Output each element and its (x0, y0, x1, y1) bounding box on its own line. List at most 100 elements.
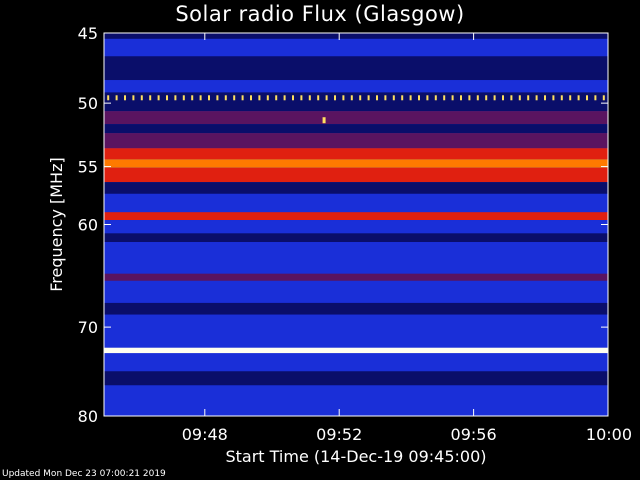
pulse-mark (401, 95, 404, 101)
y-tick-label: 60 (78, 216, 98, 235)
pulse-mark (544, 95, 546, 101)
pulse-mark (376, 95, 378, 101)
pulse-mark (535, 95, 538, 101)
frequency-band (104, 371, 608, 386)
pulse-mark (426, 95, 429, 101)
pulse-mark (502, 95, 504, 101)
pulse-mark (342, 95, 345, 101)
interference-pulse-train (107, 95, 605, 101)
frequency-band (104, 133, 608, 149)
frequency-band (104, 280, 608, 303)
pulse-mark (468, 95, 471, 101)
y-tick-label: 50 (78, 94, 98, 113)
pulse-mark (493, 95, 496, 101)
pulse-mark (594, 95, 597, 101)
pulse-mark (527, 95, 530, 101)
frequency-band (104, 385, 608, 416)
x-axis-ticks: 09:48 09:52 09:56 10:00 (182, 33, 632, 444)
frequency-band (104, 159, 608, 168)
pulse-mark (409, 95, 412, 101)
chart-title: Solar radio Flux (Glasgow) (175, 2, 465, 26)
pulse-mark (174, 95, 177, 101)
pulse-mark (132, 95, 135, 101)
burst-points (322, 117, 326, 124)
pulse-mark (350, 95, 353, 101)
pulse-mark (115, 95, 118, 101)
y-axis-label: Frequency [MHz] (47, 157, 66, 291)
frequency-band (104, 148, 608, 160)
pulse-mark (460, 95, 462, 101)
pulse-mark (392, 95, 395, 101)
pulse-mark (602, 95, 605, 101)
pulse-mark (485, 95, 488, 101)
x-tick-label: 09:56 (451, 425, 497, 444)
pulse-mark (233, 95, 236, 101)
frequency-band (104, 124, 608, 134)
pulse-mark (586, 95, 588, 101)
pulse-mark (275, 95, 278, 101)
x-axis-label: Start Time (14-Dec-19 09:45:00) (225, 447, 486, 466)
pulse-mark (157, 95, 160, 101)
pulse-mark (216, 95, 219, 101)
frequency-band (104, 220, 608, 234)
pulse-mark (317, 95, 320, 101)
pulse-mark (292, 95, 294, 101)
pulse-mark (384, 95, 387, 101)
frequency-band (104, 182, 608, 194)
y-axis-ticks: 45 50 55 60 70 80 (78, 24, 608, 426)
pulse-mark (367, 95, 370, 101)
pulse-mark (418, 95, 420, 101)
frequency-band (104, 167, 608, 183)
pulse-mark (569, 95, 572, 101)
y-tick-label: 45 (78, 24, 98, 43)
pulse-mark (325, 95, 328, 101)
pulse-mark (451, 95, 454, 101)
x-tick-label: 10:00 (586, 425, 632, 444)
frequency-band (104, 273, 608, 281)
pulse-mark (224, 95, 227, 101)
x-tick-label: 09:52 (316, 425, 362, 444)
frequency-band (104, 111, 608, 125)
pulse-mark (241, 95, 244, 101)
pulse-mark (250, 95, 252, 101)
pulse-mark (560, 95, 563, 101)
pulse-mark (476, 95, 479, 101)
pulse-mark (258, 95, 261, 101)
pulse-mark (182, 95, 185, 101)
pulse-mark (308, 95, 311, 101)
frequency-band (104, 38, 608, 57)
y-tick-label: 55 (78, 158, 98, 177)
frequency-band (104, 314, 608, 348)
spectrogram-bands (104, 33, 608, 416)
pulse-mark (191, 95, 194, 101)
x-tick-label: 09:48 (182, 425, 228, 444)
pulse-mark (124, 95, 126, 101)
pulse-mark (199, 95, 202, 101)
frequency-band (104, 347, 608, 354)
y-tick-label: 80 (78, 407, 98, 426)
frequency-band (104, 33, 608, 39)
frequency-band (104, 56, 608, 81)
frequency-band (104, 80, 608, 93)
burst-point (322, 117, 326, 124)
pulse-mark (208, 95, 210, 101)
pulse-mark (434, 95, 437, 101)
pulse-mark (300, 95, 303, 101)
pulse-mark (166, 95, 168, 101)
pulse-mark (140, 95, 143, 101)
pulse-mark (577, 95, 580, 101)
pulse-mark (283, 95, 286, 101)
pulse-mark (334, 95, 336, 101)
frequency-band (104, 233, 608, 243)
frequency-band (104, 302, 608, 315)
frequency-band (104, 92, 608, 112)
frequency-band (104, 212, 608, 221)
pulse-mark (552, 95, 555, 101)
pulse-mark (510, 95, 513, 101)
pulse-mark (443, 95, 446, 101)
pulse-mark (518, 95, 521, 101)
pulse-mark (149, 95, 152, 101)
pulse-mark (359, 95, 362, 101)
pulse-mark (266, 95, 269, 101)
